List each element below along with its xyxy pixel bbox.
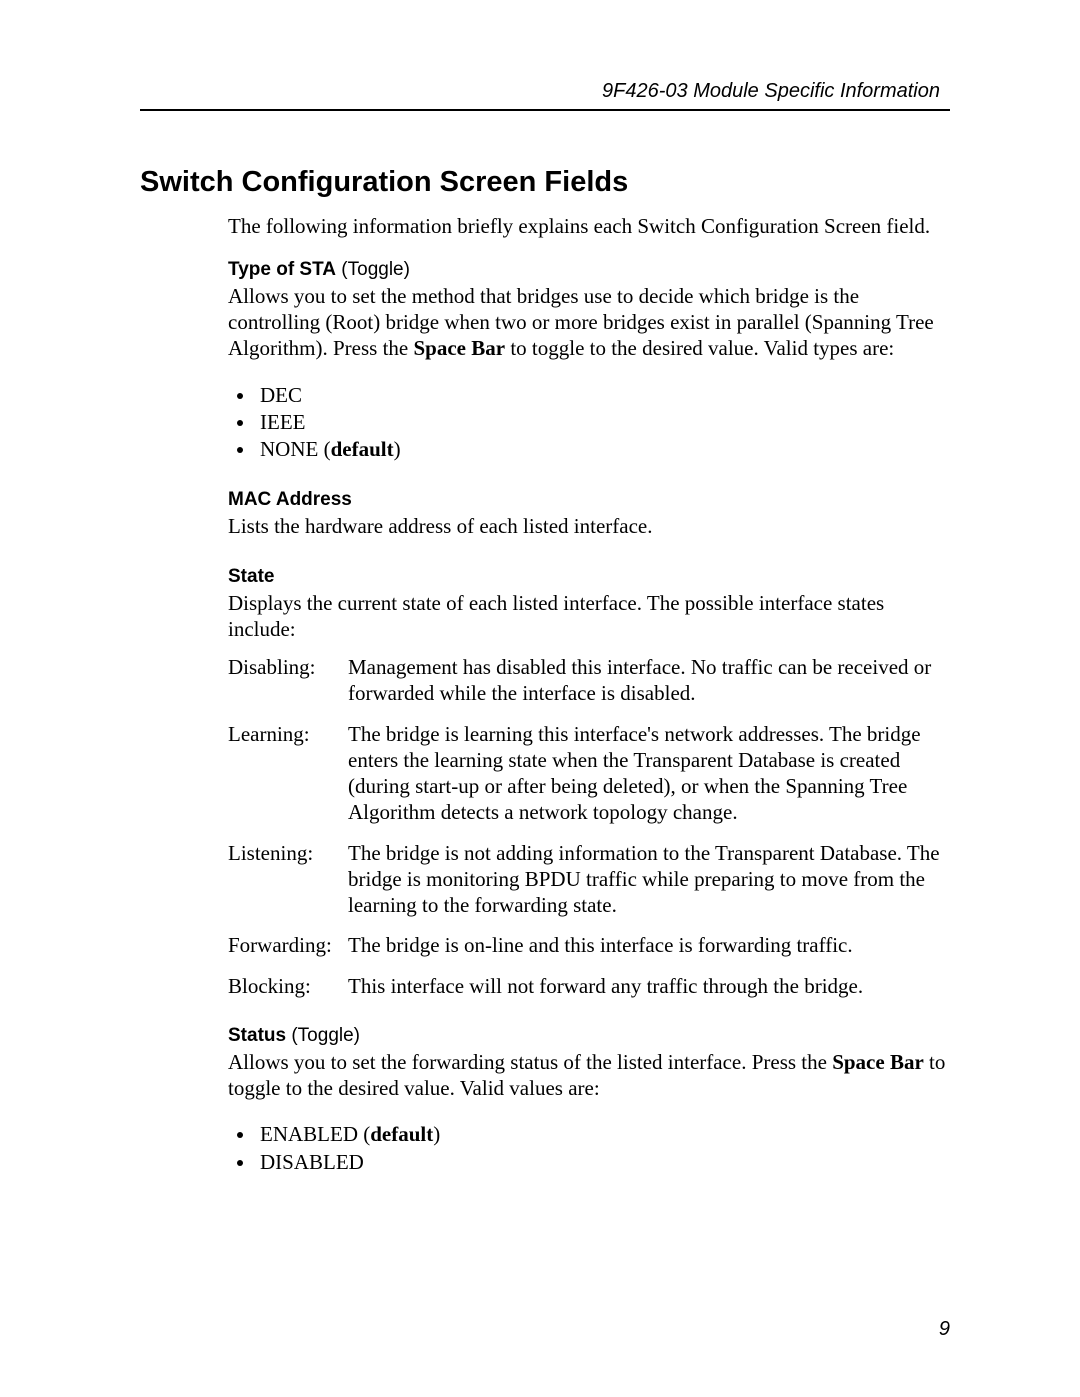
type-of-sta-label: Type of STA (Toggle) (228, 259, 950, 281)
type-of-sta-desc-post: to toggle to the desired value. Valid ty… (505, 336, 894, 360)
state-def: The bridge is on-line and this interface… (348, 932, 950, 958)
type-of-sta-desc: Allows you to set the method that bridge… (228, 283, 950, 362)
state-table: Disabling: Management has disabled this … (228, 654, 950, 999)
space-bar-term: Space Bar (832, 1050, 924, 1074)
type-of-sta-list: DEC IEEE NONE (default) (228, 382, 950, 464)
state-label-text: State (228, 566, 274, 587)
type-of-sta-label-bold: Type of STA (228, 259, 336, 280)
mac-desc: Lists the hardware address of each liste… (228, 513, 950, 539)
state-desc: Displays the current state of each liste… (228, 590, 950, 643)
list-item-text: DEC (260, 383, 302, 407)
state-term: Listening: (228, 840, 348, 919)
list-item-tail: ) (433, 1122, 440, 1146)
state-term: Forwarding: (228, 932, 348, 958)
state-row: Disabling: Management has disabled this … (228, 654, 950, 707)
state-term: Disabling: (228, 654, 348, 707)
status-label-bold: Status (228, 1025, 286, 1046)
list-item-bold: default (370, 1122, 433, 1146)
state-term: Learning: (228, 721, 348, 826)
space-bar-term: Space Bar (413, 336, 505, 360)
intro-text: The following information briefly explai… (228, 213, 950, 239)
state-def: The bridge is not adding information to … (348, 840, 950, 919)
list-item-bold: default (331, 437, 394, 461)
state-row: Blocking: This interface will not forwar… (228, 973, 950, 999)
list-item-text: DISABLED (260, 1150, 364, 1174)
status-desc: Allows you to set the forwarding status … (228, 1049, 950, 1102)
mac-label: MAC Address (228, 489, 950, 511)
state-term: Blocking: (228, 973, 348, 999)
header-rule (140, 109, 950, 111)
state-def: This interface will not forward any traf… (348, 973, 950, 999)
state-def: Management has disabled this interface. … (348, 654, 950, 707)
state-def: The bridge is learning this interface's … (348, 721, 950, 826)
list-item-text: ENABLED ( (260, 1122, 370, 1146)
state-row: Learning: The bridge is learning this in… (228, 721, 950, 826)
mac-label-text: MAC Address (228, 489, 352, 510)
page-number: 9 (939, 1318, 950, 1341)
running-header: 9F426-03 Module Specific Information (140, 80, 950, 103)
state-row: Listening: The bridge is not adding info… (228, 840, 950, 919)
page-heading: Switch Configuration Screen Fields (140, 166, 950, 199)
list-item: DISABLED (256, 1149, 950, 1176)
status-label-suffix: (Toggle) (286, 1025, 360, 1046)
list-item: IEEE (256, 409, 950, 436)
state-label: State (228, 566, 950, 588)
state-row: Forwarding: The bridge is on-line and th… (228, 932, 950, 958)
list-item-text: IEEE (260, 410, 305, 434)
type-of-sta-label-suffix: (Toggle) (336, 259, 410, 280)
list-item-tail: ) (394, 437, 401, 461)
list-item: DEC (256, 382, 950, 409)
list-item: ENABLED (default) (256, 1121, 950, 1148)
page-container: 9F426-03 Module Specific Information Swi… (0, 0, 1080, 1397)
status-list: ENABLED (default) DISABLED (228, 1121, 950, 1176)
list-item-text: NONE ( (260, 437, 331, 461)
status-label: Status (Toggle) (228, 1025, 950, 1047)
list-item: NONE (default) (256, 436, 950, 463)
status-desc-pre: Allows you to set the forwarding status … (228, 1050, 832, 1074)
